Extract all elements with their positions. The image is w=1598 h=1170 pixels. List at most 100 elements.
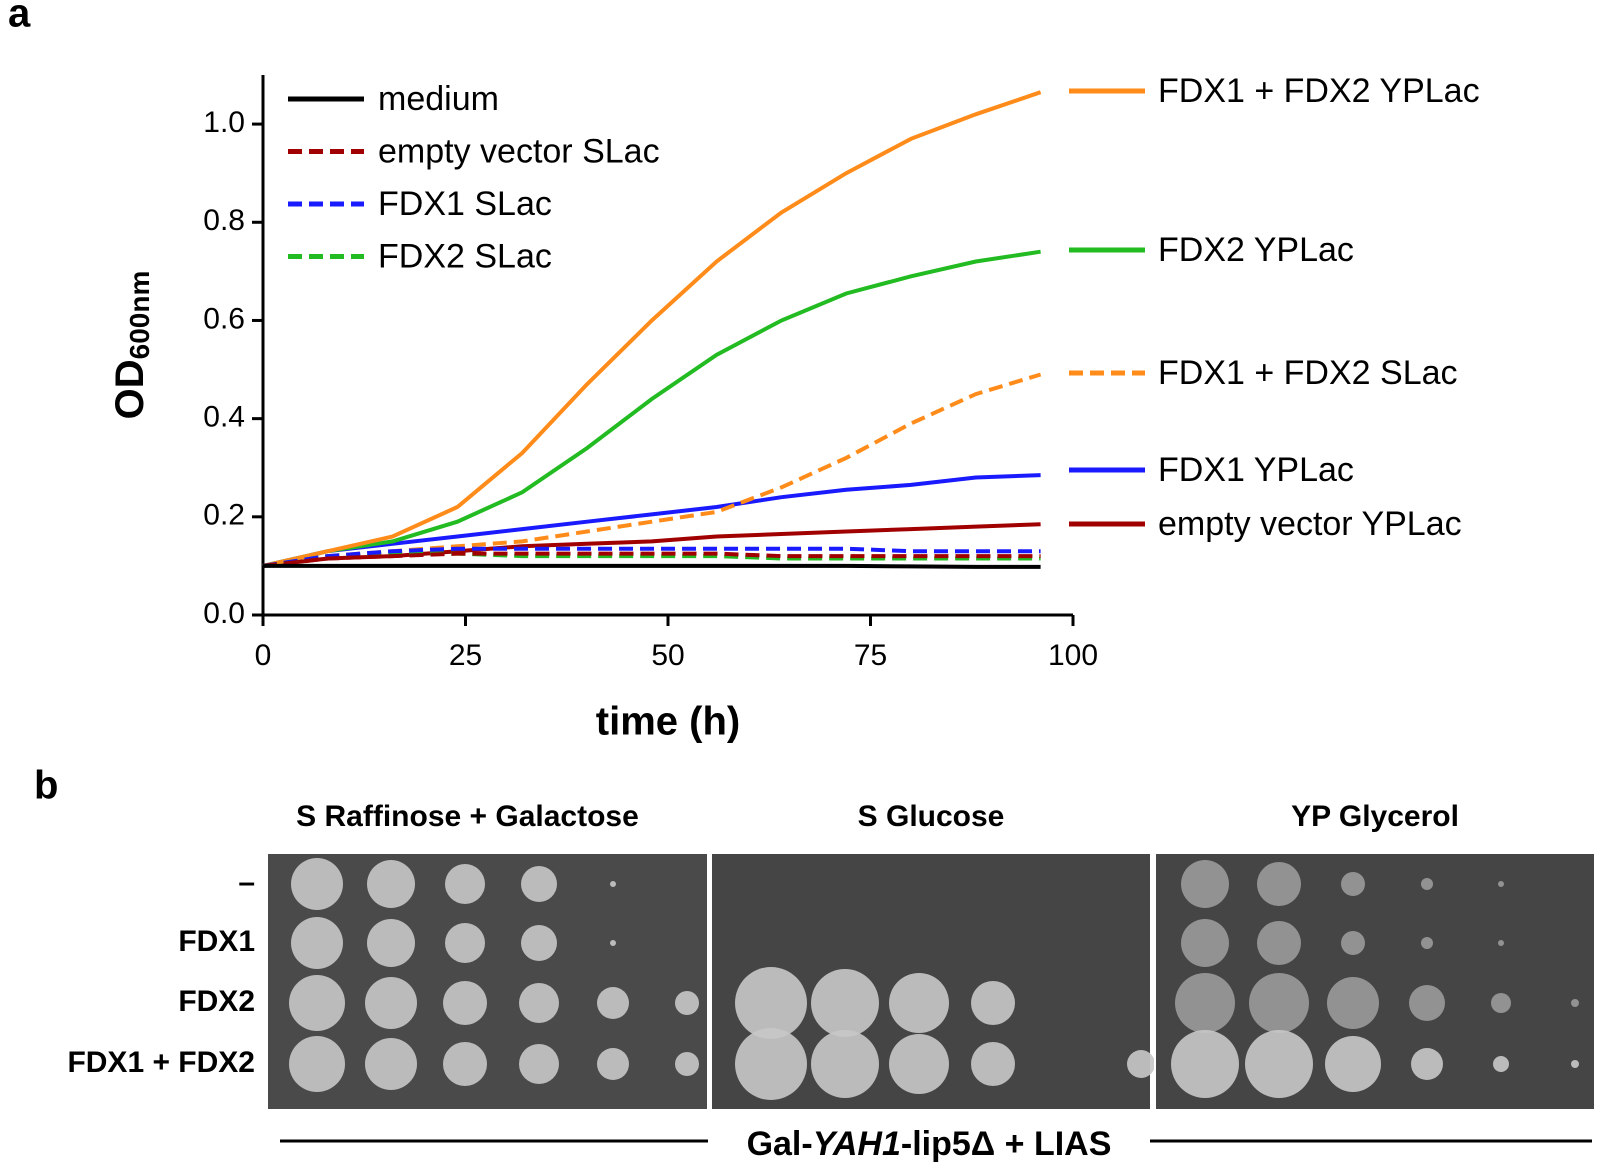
colony-spot xyxy=(1421,878,1433,890)
row-label: FDX1 + FDX2 xyxy=(67,1046,255,1079)
colony-spot xyxy=(1341,931,1365,955)
legend-label: medium xyxy=(378,80,499,118)
colony-spot xyxy=(1175,973,1235,1033)
x-tick-label: 100 xyxy=(1048,639,1098,672)
colony-spot xyxy=(1257,921,1301,965)
y-tick-label: 0.6 xyxy=(203,302,245,335)
strain-label: Gal-YAH1-lip5Δ + LIAS xyxy=(747,1125,1112,1163)
colony-spot xyxy=(289,1036,345,1092)
colony-spot xyxy=(971,1042,1015,1086)
y-tick-label: 0.4 xyxy=(203,401,245,434)
colony-spot xyxy=(971,981,1015,1025)
y-axis-label-sub: 600nm xyxy=(124,271,155,360)
colony-spot xyxy=(1325,1036,1381,1092)
colony-spot xyxy=(289,975,345,1031)
colony-spot xyxy=(889,973,949,1033)
column-title: S Raffinose + Galactose xyxy=(296,800,639,833)
colony-spot xyxy=(1498,881,1504,887)
colony-spot xyxy=(1491,993,1511,1013)
colony-spot xyxy=(1571,1060,1579,1068)
colony-spot xyxy=(521,866,557,902)
colony-spot xyxy=(811,969,879,1037)
column-title: S Glucose xyxy=(858,800,1005,833)
colony-spot xyxy=(367,919,415,967)
colony-spot xyxy=(811,1030,879,1098)
colony-spot xyxy=(889,1034,949,1094)
colony-spot xyxy=(1421,937,1433,949)
colony-spot xyxy=(1171,1030,1239,1098)
colony-spot xyxy=(1181,919,1229,967)
series-line xyxy=(262,249,1041,568)
series-line xyxy=(262,372,1042,568)
colony-spot xyxy=(521,925,557,961)
legend-label: FDX1 SLac xyxy=(378,185,552,223)
y-tick-label: 0.2 xyxy=(203,499,245,532)
colony-spot xyxy=(443,981,487,1025)
strain-part: -lip5Δ + LIAS xyxy=(901,1125,1112,1163)
colony-spot xyxy=(610,881,616,887)
row-label: – xyxy=(238,866,255,899)
series-line xyxy=(263,563,1041,569)
x-tick-label: 75 xyxy=(854,639,887,672)
series-line xyxy=(262,546,1041,568)
colony-spot xyxy=(291,917,343,969)
colony-spot xyxy=(445,923,485,963)
legend-label: FDX1 YPLac xyxy=(1158,451,1354,489)
colony-spot xyxy=(519,983,559,1023)
colony-spot xyxy=(735,967,807,1039)
panel-label: b xyxy=(34,764,58,808)
column-title: YP Glycerol xyxy=(1291,800,1459,833)
panel-label: a xyxy=(8,0,31,36)
colony-spot xyxy=(365,977,417,1029)
colony-spot xyxy=(443,1042,487,1086)
colony-spot xyxy=(367,860,415,908)
row-label: FDX1 xyxy=(178,925,255,958)
colony-spot xyxy=(445,864,485,904)
colony-spot xyxy=(597,987,629,1019)
colony-spot xyxy=(291,858,343,910)
colony-spot xyxy=(675,1052,699,1076)
series-line xyxy=(262,473,1041,568)
y-tick-label: 1.0 xyxy=(203,106,245,139)
legend-label: empty vector YPLac xyxy=(1158,505,1462,543)
legend-label: empty vector SLac xyxy=(378,132,660,170)
series-line xyxy=(262,90,1042,568)
legend-label: FDX1 + FDX2 YPLac xyxy=(1158,72,1480,110)
colony-spot xyxy=(597,1048,629,1080)
x-tick-label: 0 xyxy=(255,639,272,672)
strain-part: Gal- xyxy=(747,1125,813,1163)
colony-spot xyxy=(519,1044,559,1084)
y-axis-label-main: OD xyxy=(108,359,152,419)
legend-label: FDX1 + FDX2 SLac xyxy=(1158,354,1458,392)
colony-spot xyxy=(1327,977,1379,1029)
colony-spot xyxy=(1181,860,1229,908)
legend-label: FDX2 YPLac xyxy=(1158,231,1354,269)
colony-spot xyxy=(365,1038,417,1090)
colony-spot xyxy=(1245,1030,1313,1098)
colony-spot xyxy=(1249,973,1309,1033)
colony-spot xyxy=(1257,862,1301,906)
colony-spot xyxy=(1498,940,1504,946)
colony-spot xyxy=(1341,872,1365,896)
colony-spot xyxy=(1493,1056,1509,1072)
row-label: FDX2 xyxy=(178,985,255,1018)
colony-spot xyxy=(1127,1050,1155,1078)
series-line xyxy=(262,551,1041,568)
x-axis-label: time (h) xyxy=(596,700,740,744)
colony-spot xyxy=(1411,1048,1443,1080)
legend-label: FDX2 SLac xyxy=(378,237,552,275)
plates xyxy=(266,852,1596,1111)
colony-spot xyxy=(610,940,616,946)
colony-spot xyxy=(1409,985,1445,1021)
y-axis-label: OD600nm xyxy=(108,271,156,420)
colony-spot xyxy=(735,1028,807,1100)
x-tick-label: 50 xyxy=(651,639,684,672)
strain-part: YAH1 xyxy=(813,1125,901,1163)
colony-spot xyxy=(1571,999,1579,1007)
y-tick-label: 0.0 xyxy=(203,597,245,630)
x-tick-label: 25 xyxy=(449,639,482,672)
colony-spot xyxy=(675,991,699,1015)
y-tick-label: 0.8 xyxy=(203,204,245,237)
series-line xyxy=(262,551,1041,568)
